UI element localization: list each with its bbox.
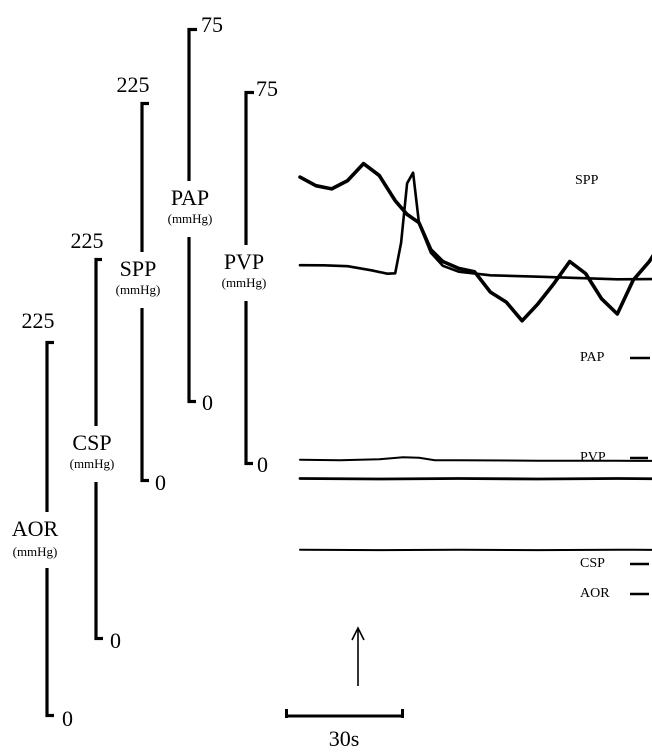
csp-max-label: 225	[71, 228, 104, 253]
pap-axis-name: PAP	[171, 185, 209, 210]
csp-axis-unit: (mmHg)	[70, 456, 115, 471]
pvp-trace-label: PVP	[580, 450, 606, 465]
spp-axis-name: SPP	[120, 256, 157, 281]
aor-axis-unit: (mmHg)	[13, 544, 58, 559]
csp-trace	[298, 477, 652, 481]
pvp-label-knockout	[206, 245, 286, 301]
csp-axis-name: CSP	[72, 430, 111, 455]
pvp-axis-name: PVP	[224, 249, 264, 274]
pap-min-label: 0	[202, 390, 213, 415]
pap-trace-label: PAP	[580, 350, 605, 365]
aor-scale-axis: 225 0 AOR (mmHg)	[7, 308, 87, 731]
csp-scale-axis: 225 0 CSP(mmHg)	[56, 228, 136, 653]
scale-axes: 2250AOR(mmHg)2250CSP(mmHg)2250SPP(mmHg)7…	[7, 12, 286, 731]
event-arrow-head	[351, 626, 365, 641]
spp-min-label: 0	[155, 470, 166, 495]
spp-max-label: 225	[117, 72, 150, 97]
pvp-min-label: 0	[257, 452, 268, 477]
aor-axis-name: AOR	[12, 516, 59, 541]
aor-max-label: 225	[22, 308, 55, 333]
spp-scale-axis: 225 0 SPP(mmHg)	[102, 72, 182, 495]
scale-bar-label: 30s	[329, 726, 360, 751]
pap-max-label: 75	[201, 12, 223, 37]
aor-label-knockout	[7, 512, 87, 568]
time-scale-bar: 30s	[285, 626, 404, 751]
spp-axis-unit: (mmHg)	[116, 282, 161, 297]
pap-trace	[298, 171, 652, 281]
aor-min-label: 0	[62, 706, 73, 731]
csp-min-label: 0	[110, 628, 121, 653]
spp-trace	[298, 161, 652, 323]
trace-labels: SPP PAP PVP CSP AOR	[575, 173, 650, 601]
spp-trace-label: SPP	[575, 173, 599, 188]
pvp-trace	[299, 456, 652, 462]
pressure-traces	[298, 161, 652, 552]
aor-trace-label: AOR	[580, 586, 610, 601]
pvp-scale-axis: 75 0 PVP(mmHg)	[206, 76, 286, 477]
pvp-axis-unit: (mmHg)	[222, 275, 267, 290]
pvp-max-label: 75	[256, 76, 278, 101]
spp-label-knockout	[102, 252, 182, 308]
pap-label-knockout	[149, 181, 229, 237]
csp-trace-label: CSP	[580, 556, 605, 571]
csp-label-knockout	[56, 426, 136, 482]
pap-scale-axis: 75 0 PAP(mmHg)	[149, 12, 229, 415]
pap-axis-unit: (mmHg)	[168, 211, 213, 226]
